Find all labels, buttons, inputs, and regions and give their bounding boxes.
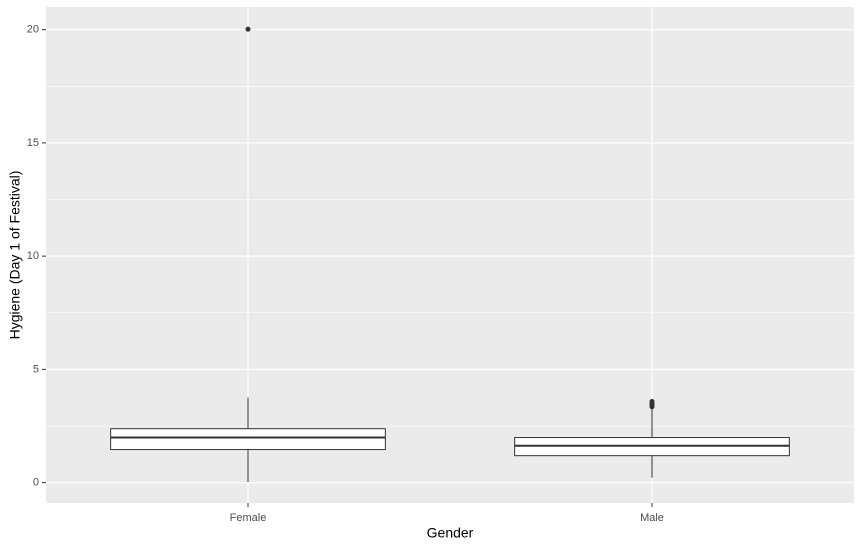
box bbox=[110, 428, 386, 451]
outlier bbox=[245, 26, 251, 32]
y-tick-label: 10 bbox=[27, 250, 39, 262]
panel bbox=[46, 7, 854, 503]
x-axis-title: Gender bbox=[427, 525, 474, 541]
outlier bbox=[649, 399, 655, 405]
y-axis-title: Hygiene (Day 1 of Festival) bbox=[7, 171, 23, 340]
y-tick-label: 0 bbox=[33, 477, 39, 489]
x-tick-label: Female bbox=[230, 512, 267, 524]
y-tick-label: 5 bbox=[33, 363, 39, 375]
y-tick-label: 20 bbox=[27, 24, 39, 36]
y-tick-label: 15 bbox=[27, 137, 39, 149]
x-tick-label: Male bbox=[640, 512, 664, 524]
